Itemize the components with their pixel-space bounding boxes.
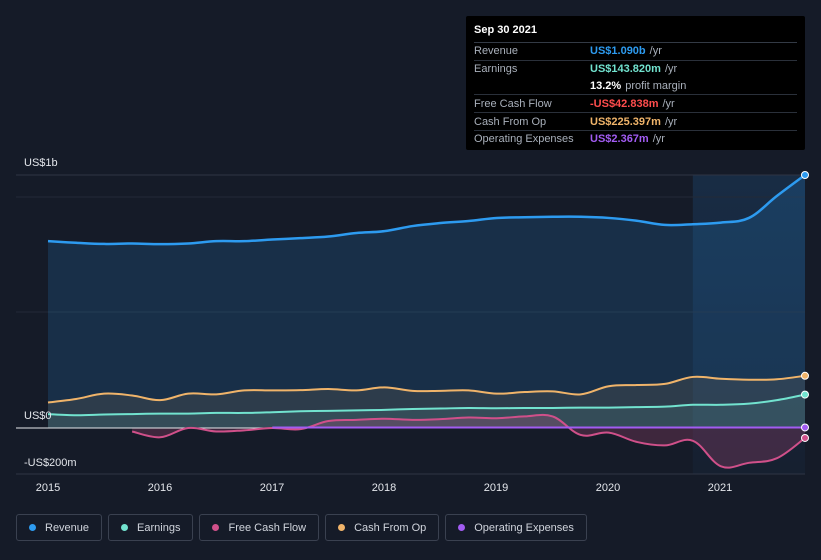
tooltip-value: US$225.397m	[590, 115, 661, 128]
revenue-line	[47, 173, 806, 246]
earnings-area	[48, 394, 805, 428]
legend-item-revenue[interactable]: Revenue	[16, 514, 103, 541]
tooltip-value: US$1.090b	[590, 45, 646, 58]
tooltip-label: Cash From Op	[474, 115, 547, 128]
tooltip-label: Revenue	[474, 45, 519, 58]
tooltip-date: Sep 30 2021	[474, 24, 797, 43]
free-cash-flow-endpoint	[801, 433, 809, 442]
x-tick-label: 2018	[371, 482, 397, 494]
legend-label: Operating Expenses	[474, 521, 574, 534]
tooltip: Sep 30 2021 Revenue US$1.090b /yr Earnin…	[466, 16, 805, 150]
legend-label: Free Cash Flow	[228, 521, 307, 534]
legend-dot-icon	[458, 524, 466, 531]
legend-label: Earnings	[137, 521, 181, 534]
earnings-endpoint	[801, 390, 809, 399]
forecast-highlight	[692, 175, 805, 474]
legend-label: Cash From Op	[354, 521, 427, 534]
legend-item-operating-expenses[interactable]: Operating Expenses	[445, 514, 587, 541]
earnings-line	[47, 393, 806, 417]
x-tick-label: 2019	[483, 482, 509, 494]
y-tick-label-top: US$1b	[24, 157, 58, 169]
tooltip-unit: /yr	[664, 115, 678, 128]
tooltip-label: Earnings	[474, 63, 518, 76]
legend: Revenue Earnings Free Cash Flow Cash Fro…	[16, 514, 587, 541]
legend-item-cash-from-op[interactable]: Cash From Op	[325, 514, 440, 541]
x-tick-label: 2016	[147, 482, 173, 494]
x-tick-label: 2015	[35, 482, 61, 494]
tooltip-unit: profit margin	[625, 79, 687, 92]
tooltip-row-opex: Operating Expenses US$2.367m /yr	[474, 131, 797, 148]
revenue-area	[48, 175, 805, 428]
free-cash-flow-line	[131, 413, 806, 469]
revenue-endpoint	[801, 171, 809, 179]
y-tick-label-bottom: -US$200m	[24, 457, 77, 469]
tooltip-row-fcf: Free Cash Flow -US$42.838m /yr	[474, 95, 797, 114]
y-tick-label-zero: US$0	[24, 410, 52, 422]
tooltip-label: Free Cash Flow	[474, 97, 552, 110]
tooltip-row-margin: 13.2% profit margin	[474, 78, 797, 96]
legend-dot-icon	[29, 524, 36, 531]
cash-from-op-area	[48, 375, 805, 428]
tooltip-unit: /yr	[649, 45, 662, 58]
tooltip-row-revenue: Revenue US$1.090b /yr	[474, 43, 797, 61]
tooltip-unit: /yr	[652, 133, 665, 146]
legend-item-free-cash-flow[interactable]: Free Cash Flow	[199, 514, 320, 541]
legend-dot-icon	[338, 524, 346, 531]
legend-item-earnings[interactable]: Earnings	[108, 514, 194, 541]
x-tick-label: 2020	[595, 482, 621, 494]
x-tick-label: 2021	[707, 482, 733, 494]
tooltip-value: US$143.820m	[590, 63, 661, 76]
tooltip-row-earnings: Earnings US$143.820m /yr	[474, 61, 797, 78]
legend-dot-icon	[212, 524, 220, 531]
legend-dot-icon	[121, 524, 129, 531]
cash-from-op-line	[47, 374, 806, 404]
tooltip-label: Operating Expenses	[474, 133, 574, 146]
tooltip-value: -US$42.838m	[590, 97, 659, 110]
legend-label: Revenue	[45, 521, 90, 534]
tooltip-unit: /yr	[664, 63, 678, 76]
x-tick-label: 2017	[259, 482, 285, 494]
cash-from-op-endpoint	[801, 371, 809, 380]
tooltip-value: 13.2%	[590, 79, 622, 92]
tooltip-unit: /yr	[662, 97, 675, 110]
tooltip-row-cfo: Cash From Op US$225.397m /yr	[474, 113, 797, 131]
tooltip-value: US$2.367m	[590, 133, 649, 146]
operating-expenses-endpoint	[801, 423, 809, 432]
